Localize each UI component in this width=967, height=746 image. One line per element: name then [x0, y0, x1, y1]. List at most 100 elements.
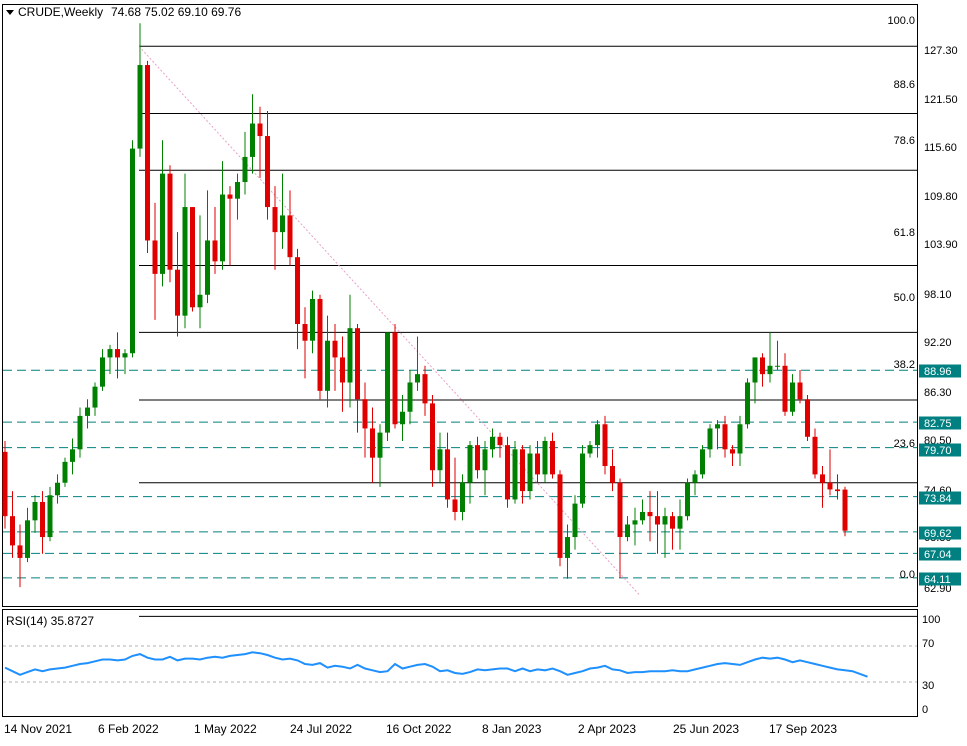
candle-body — [25, 520, 30, 558]
candle-body — [212, 240, 218, 262]
candle-body — [430, 403, 435, 471]
candle — [805, 395, 810, 441]
candle — [280, 173, 285, 249]
candle — [190, 207, 195, 312]
x-tick-label: 24 Jul 2022 — [290, 722, 352, 736]
candle-body — [482, 449, 488, 471]
candle — [647, 491, 653, 542]
candle — [827, 449, 833, 496]
price-tag: 88.96 — [924, 366, 952, 378]
candle-body — [677, 516, 683, 529]
candle-body — [647, 511, 653, 517]
candle — [445, 432, 450, 508]
candle — [205, 190, 210, 304]
candle-body — [512, 449, 518, 500]
candle — [392, 324, 398, 429]
triangle-down-icon[interactable] — [6, 10, 14, 15]
candle-body — [685, 482, 690, 517]
fib-label-0: 0.0 — [900, 569, 915, 581]
candle-body — [287, 215, 293, 258]
candle — [130, 140, 135, 358]
candle-body — [497, 436, 503, 446]
candle — [587, 440, 593, 458]
candle — [550, 432, 555, 479]
candle-body — [362, 399, 368, 429]
price-tag-box — [919, 491, 961, 505]
candle-body — [752, 357, 758, 383]
candle — [662, 507, 668, 558]
x-tick-label: 14 Nov 2021 — [4, 722, 72, 736]
candle-body — [797, 382, 803, 400]
price-tag: 67.04 — [924, 549, 952, 561]
candle — [355, 324, 360, 433]
candle-body — [415, 374, 420, 383]
candle — [62, 457, 68, 487]
candle-body — [467, 445, 473, 483]
price-tag-box — [919, 416, 961, 430]
candle-body — [145, 65, 150, 241]
candle — [212, 207, 218, 274]
candle — [257, 106, 263, 178]
candle — [820, 466, 825, 508]
rsi-level-100: 100 — [922, 614, 940, 626]
candle — [85, 399, 90, 429]
candle-body — [520, 449, 525, 492]
candle — [17, 524, 23, 588]
candle — [752, 357, 758, 404]
candle — [370, 407, 375, 483]
candle — [842, 486, 848, 537]
rsi-level-30: 30 — [922, 680, 934, 692]
candle-body — [400, 411, 405, 425]
candle-body — [535, 453, 540, 475]
candle-body — [505, 445, 510, 500]
candle — [77, 407, 83, 458]
candle-body — [460, 482, 465, 512]
candle-body — [340, 357, 345, 383]
candle — [167, 165, 173, 283]
candle-body — [242, 156, 248, 182]
candle — [340, 336, 345, 412]
candle-body — [40, 501, 45, 538]
candle — [497, 432, 503, 458]
candle-body — [272, 207, 278, 233]
candle-body — [370, 428, 375, 458]
rsi-line — [4, 651, 868, 678]
candle-body — [107, 349, 113, 358]
candle — [745, 378, 750, 429]
candle-body — [587, 445, 593, 454]
fib-label-23-6: 23.6 — [894, 438, 915, 450]
candle — [692, 470, 698, 496]
y-tick-label: 86.30 — [924, 387, 952, 399]
candle-body — [842, 489, 848, 531]
candle — [265, 110, 270, 220]
candle-body — [580, 453, 585, 504]
candle-body — [77, 415, 83, 450]
candle-body — [32, 501, 38, 521]
candle-body — [527, 453, 533, 492]
candle — [782, 353, 788, 416]
candle-body — [730, 449, 735, 454]
candle — [400, 395, 405, 441]
candle — [602, 415, 608, 475]
candle — [505, 436, 510, 508]
candle — [640, 499, 645, 525]
candle — [242, 131, 248, 195]
candle — [250, 94, 255, 174]
candle-body — [707, 428, 713, 450]
candle — [542, 436, 548, 483]
candle — [100, 349, 105, 391]
candle — [632, 507, 638, 546]
candle — [580, 445, 585, 508]
candle-body — [250, 123, 255, 157]
candle-body — [490, 436, 495, 450]
candle — [332, 324, 338, 391]
candle-body — [595, 424, 600, 446]
candle — [347, 294, 353, 408]
candle-body — [812, 436, 818, 475]
candle-body — [760, 357, 765, 375]
candle-body — [617, 482, 623, 538]
candle — [362, 382, 368, 458]
candle-body — [55, 482, 60, 496]
candle-body — [122, 353, 128, 358]
